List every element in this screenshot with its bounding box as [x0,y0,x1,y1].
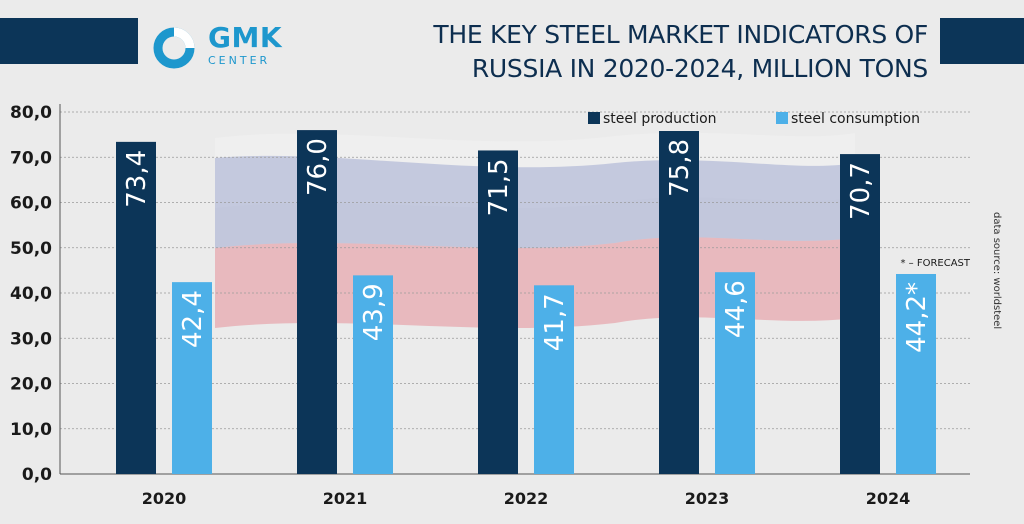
production-bar [478,150,518,474]
title-line-1: THE KEY STEEL MARKET INDICATORS OF [433,20,928,49]
logo-ring-icon [153,27,195,69]
legend-label-production: steel production [603,111,717,127]
y-tick-label: 30,0 [10,329,52,349]
forecast-note: * – FORECAST [900,258,970,269]
header-bar-left [0,18,138,64]
header-bar-right [940,18,1024,64]
bar-value-label: 75,8 [665,139,695,197]
bar-value-label: 41,7 [540,293,570,351]
consumption-bar [715,272,755,474]
chart-title: THE KEY STEEL MARKET INDICATORS OF RUSSI… [433,18,928,86]
x-tick-label: 2022 [504,489,549,508]
y-tick-label: 40,0 [10,284,52,304]
y-tick-label: 0,0 [22,465,52,485]
y-tick-label: 10,0 [10,420,52,440]
y-tick-label: 80,0 [10,103,52,123]
production-bar [840,154,880,474]
legend-swatch-production [588,112,600,124]
consumption-bar [896,273,936,474]
logo-sub-text: CENTER [208,54,271,67]
title-line-2: RUSSIA IN 2020-2024, MILLION TONS [471,54,928,83]
consumption-bar [353,275,393,474]
production-bar [116,141,156,475]
production-bar [297,130,337,474]
logo-main-text: GMK [208,21,283,54]
y-tick-label: 20,0 [10,375,52,395]
x-tick-label: 2020 [142,489,187,508]
legend-label-consumption: steel consumption [791,111,920,127]
consumption-bar [534,285,574,474]
bar-value-label: 76,0 [303,138,333,196]
gmk-center-logo: GMK CENTER [152,22,302,76]
bar-value-label: 42,4 [178,290,208,348]
x-tick-label: 2023 [685,489,730,508]
x-tick-label: 2021 [323,489,368,508]
x-tick-label: 2024 [866,489,911,508]
y-tick-label: 70,0 [10,148,52,168]
bar-value-label: 71,5 [484,158,514,216]
bar-value-label: 43,9 [359,283,389,341]
production-bar [659,131,699,474]
y-tick-label: 50,0 [10,239,52,259]
bar-value-label: 73,4 [122,150,152,208]
bar-value-label: 70,7 [846,162,876,220]
legend-swatch-consumption [776,112,788,124]
bar-value-label: 44,6 [721,280,751,338]
consumption-bar [172,282,212,474]
y-tick-label: 60,0 [10,194,52,214]
bar-value-label: 44,2* [902,282,932,353]
